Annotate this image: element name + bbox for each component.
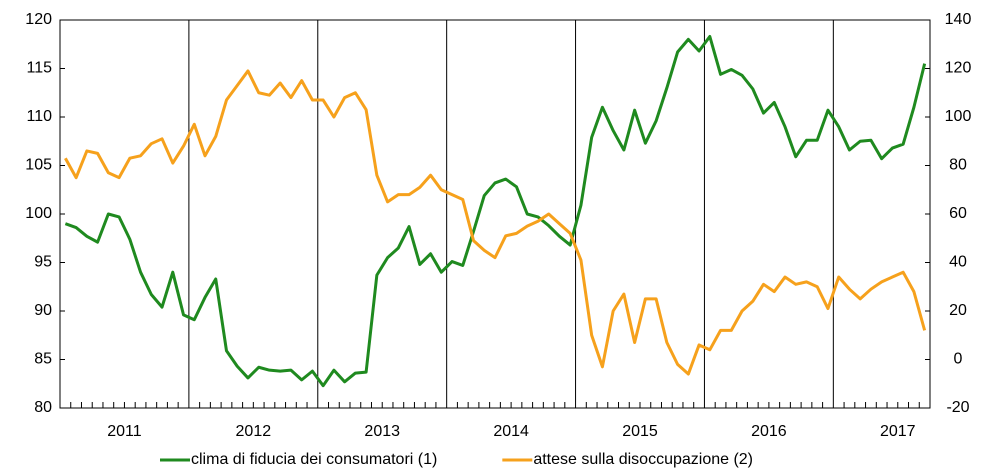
plot-frame [59, 19, 931, 409]
x-tick-label: 2015 [622, 423, 658, 440]
y-tick-label: 90 [34, 302, 52, 319]
y-tick-label: 110 [26, 108, 52, 125]
y2-tick-label: 100 [945, 108, 972, 125]
x-tick-label: 2014 [493, 423, 529, 440]
y2-tick-label: 40 [949, 254, 967, 271]
y2-tick-label: 20 [949, 302, 967, 319]
y2-tick-label: -20 [946, 399, 969, 416]
y-tick-label: 105 [25, 157, 52, 174]
y-tick-label: 115 [26, 60, 52, 77]
y2-tick-label: 60 [949, 205, 967, 222]
x-tick-label: 2012 [236, 423, 272, 440]
x-tick-label: 2017 [880, 423, 916, 440]
y2-tick-label: 80 [949, 157, 967, 174]
legend-label: clima di fiducia dei consumatori (1) [191, 451, 437, 468]
series-line [64, 34, 927, 388]
y2-tick-label: 0 [954, 351, 963, 368]
x-tick-label: 2016 [751, 423, 787, 440]
legend-label: attese sulla disoccupazione (2) [533, 451, 753, 468]
x-tick-label: 2011 [107, 423, 142, 440]
x-tick-label: 2013 [364, 423, 400, 440]
y2-tick-label: 120 [945, 60, 972, 77]
y-tick-label: 120 [25, 11, 52, 28]
series-line [64, 69, 927, 376]
y2-tick-label: 140 [945, 11, 972, 28]
y-tick-label: 80 [34, 399, 52, 416]
y-tick-label: 95 [34, 254, 52, 271]
y-tick-label: 100 [25, 205, 52, 222]
y-tick-label: 85 [34, 351, 52, 368]
